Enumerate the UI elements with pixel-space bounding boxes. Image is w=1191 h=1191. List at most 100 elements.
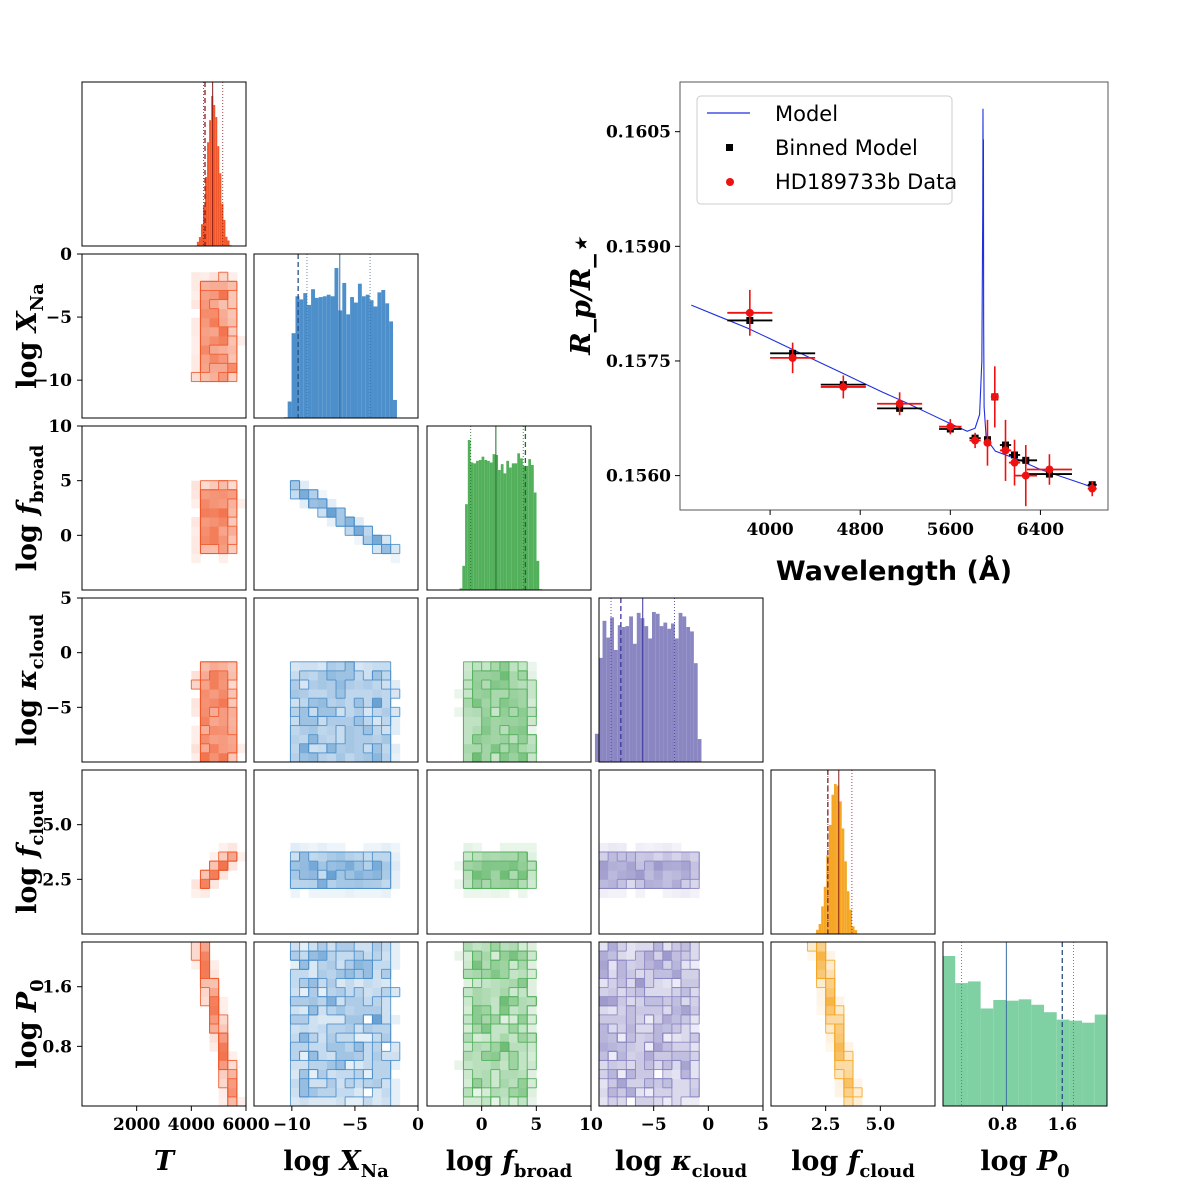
density-cell: [308, 1087, 319, 1098]
density-cell: [527, 689, 537, 699]
density-cell: [834, 1024, 845, 1034]
density-cell: [527, 1096, 537, 1107]
density-cell: [354, 725, 364, 736]
density-cell: [227, 1096, 238, 1107]
density-cell: [381, 661, 392, 672]
density-cell: [681, 1096, 691, 1107]
density-cell: [345, 852, 355, 862]
density-cell: [191, 336, 201, 346]
density-cell: [644, 969, 655, 979]
hist-log_P0: [942, 941, 1108, 1107]
density-cell: [599, 852, 609, 862]
density-cell: [354, 1078, 364, 1089]
density-cell: [626, 1024, 636, 1034]
x-tick-label: 2.5: [811, 1115, 841, 1135]
panel-frame: [598, 597, 764, 763]
density-cell: [463, 942, 473, 952]
density-cell: [390, 707, 401, 717]
density-cell: [617, 969, 627, 979]
hist-bar: [697, 739, 702, 762]
panel-frame: [81, 425, 247, 591]
density-cell: [472, 951, 483, 961]
hist-bar: [674, 638, 679, 762]
density-cell: [218, 535, 229, 545]
density-cell: [218, 698, 229, 708]
density-cell: [299, 1087, 310, 1098]
density-cell: [644, 942, 655, 952]
density-cell: [336, 1014, 346, 1025]
density-cell: [317, 951, 328, 961]
density-cell: [454, 861, 464, 871]
density-cell: [336, 734, 346, 745]
density-cell: [626, 951, 636, 961]
density-cell: [509, 752, 519, 763]
density-cell: [681, 1087, 691, 1098]
density-cell: [218, 363, 229, 373]
density-cell: [527, 960, 537, 970]
hist-bar: [369, 300, 374, 418]
density-cell: [463, 987, 473, 998]
density-cell: [218, 372, 229, 382]
density-cell: [518, 861, 528, 871]
density-cell: [227, 734, 238, 745]
density-cell: [617, 1042, 627, 1052]
label-main: κ: [12, 669, 43, 690]
density-cell: [681, 1042, 691, 1052]
density-cell: [509, 942, 519, 952]
density-cell: [209, 960, 220, 970]
density-cell: [290, 852, 300, 862]
density-cell: [345, 1096, 355, 1107]
density-cell: [509, 1069, 519, 1080]
x-axis-label-log_f_cloud: log fcloud: [791, 1146, 915, 1182]
density-cell: [218, 996, 229, 1007]
density-cell: [490, 870, 501, 880]
density-cell: [218, 498, 229, 509]
density-cell: [308, 716, 319, 726]
hist-bar: [1018, 999, 1032, 1106]
density-cell: [200, 743, 210, 754]
density-cell: [326, 1042, 337, 1052]
density-cell: [472, 1014, 483, 1025]
density-cell: [326, 1051, 337, 1061]
density-cell: [608, 1005, 618, 1016]
density-cell: [662, 978, 673, 988]
density-cell: [653, 1051, 664, 1061]
density-cell: [308, 942, 319, 952]
density-cell: [354, 1096, 364, 1107]
label-main: f: [12, 841, 43, 859]
density-cell: [354, 1051, 364, 1061]
density-cell: [200, 272, 210, 282]
legend-box: [696, 95, 953, 205]
density-cell: [509, 1051, 519, 1061]
density-cell: [345, 725, 355, 736]
density-cell: [218, 489, 229, 500]
density-cell: [481, 1096, 492, 1107]
hist-bar: [844, 861, 847, 934]
inset-x-tick-label: 4800: [837, 520, 884, 540]
density-cell: [218, 517, 229, 527]
density-cell: [354, 978, 364, 988]
density-cell: [308, 661, 319, 672]
density-cell: [218, 1069, 229, 1080]
density-cell: [200, 508, 210, 518]
density-cell: [599, 1060, 609, 1070]
density-cell: [635, 1060, 645, 1070]
density-cell: [499, 1005, 510, 1016]
density-cell: [509, 960, 519, 970]
density-cell: [372, 1033, 382, 1043]
density-cell: [481, 978, 492, 988]
density-cell: [527, 716, 537, 726]
density-cell: [472, 689, 483, 699]
density-cell: [299, 996, 310, 1007]
density-cell: [326, 734, 337, 745]
density-cell: [191, 526, 201, 536]
density-cell: [308, 498, 319, 509]
density-cell: [317, 752, 328, 763]
density-cell: [599, 1069, 609, 1080]
density-cell: [336, 725, 346, 736]
density-cell: [336, 1051, 346, 1061]
hist-bar: [636, 612, 641, 762]
density-cell: [816, 978, 827, 988]
density-cell: [499, 752, 510, 763]
density-cell: [299, 1078, 310, 1089]
